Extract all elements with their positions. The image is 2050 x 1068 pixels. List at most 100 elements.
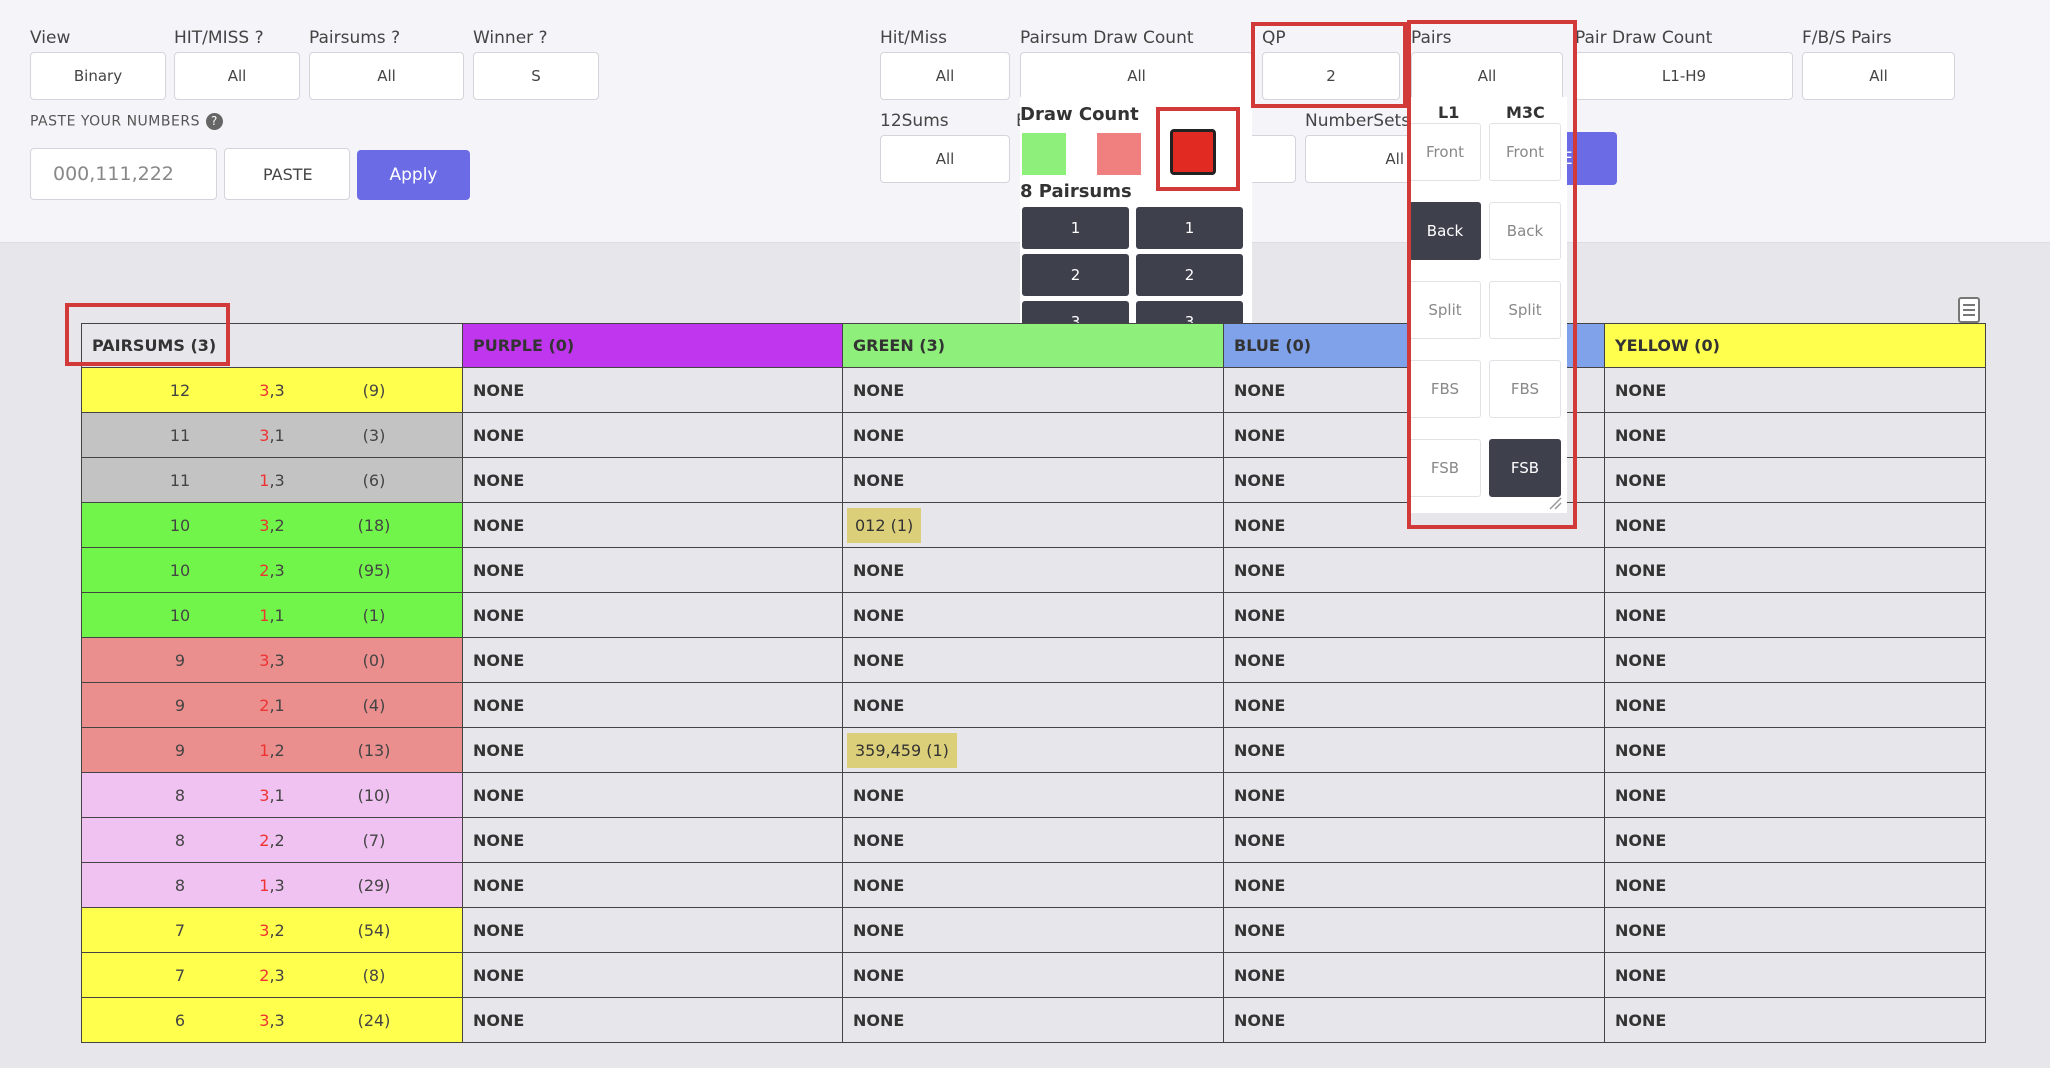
paste-button[interactable]: PASTE xyxy=(224,148,350,200)
twelve-sums-select[interactable]: All xyxy=(880,135,1010,183)
green-cell[interactable]: NONE xyxy=(842,457,1224,503)
green-cell[interactable]: NONE xyxy=(842,367,1224,413)
pairs-right-button-back[interactable]: Back xyxy=(1489,202,1561,260)
yellow-cell[interactable]: NONE xyxy=(1604,772,1986,818)
qp-select[interactable]: 2 xyxy=(1262,52,1400,100)
pairs-right-button-fbs[interactable]: FBS xyxy=(1489,360,1561,418)
yellow-cell[interactable]: NONE xyxy=(1604,907,1986,953)
yellow-cell[interactable]: NONE xyxy=(1604,367,1986,413)
blue-cell[interactable]: NONE xyxy=(1223,727,1605,773)
hit-miss2-select[interactable]: All xyxy=(880,52,1010,100)
pairsum-cell[interactable]: 9 3,3 (0) xyxy=(81,637,463,683)
pairsum-cell[interactable]: 11 1,3 (6) xyxy=(81,457,463,503)
purple-cell[interactable]: NONE xyxy=(462,862,843,908)
purple-cell[interactable]: NONE xyxy=(462,682,843,728)
yellow-cell[interactable]: NONE xyxy=(1604,862,1986,908)
yellow-cell[interactable]: NONE xyxy=(1604,412,1986,458)
green-cell[interactable]: 359,459 (1) xyxy=(842,727,1224,773)
blue-cell[interactable]: NONE xyxy=(1223,952,1605,998)
pairsum-cell[interactable]: 10 3,2 (18) xyxy=(81,502,463,548)
pairsum-cell[interactable]: 10 1,1 (1) xyxy=(81,592,463,638)
pairsum-button-left-2[interactable]: 2 xyxy=(1022,254,1129,296)
green-cell[interactable]: NONE xyxy=(842,817,1224,863)
green-cell[interactable]: NONE xyxy=(842,997,1224,1043)
pairs-left-button-split[interactable]: Split xyxy=(1409,281,1481,339)
purple-cell[interactable]: NONE xyxy=(462,997,843,1043)
swatch-red[interactable] xyxy=(1170,129,1216,175)
number-sets-select[interactable]: All xyxy=(1305,135,1415,183)
yellow-cell[interactable]: NONE xyxy=(1604,952,1986,998)
help-icon[interactable]: ? xyxy=(205,113,223,130)
pairsum-button-left-1[interactable]: 1 xyxy=(1022,207,1129,249)
green-hit[interactable]: 359,459 (1) xyxy=(847,732,957,768)
pairsum-button-right-1[interactable]: 1 xyxy=(1136,207,1243,249)
purple-cell[interactable]: NONE xyxy=(462,502,843,548)
pairsum-cell[interactable]: 10 2,3 (95) xyxy=(81,547,463,593)
numbers-input[interactable]: 000,111,222 xyxy=(30,148,217,200)
yellow-cell[interactable]: NONE xyxy=(1604,727,1986,773)
blue-cell[interactable]: NONE xyxy=(1223,637,1605,683)
purple-cell[interactable]: NONE xyxy=(462,637,843,683)
green-cell[interactable]: NONE xyxy=(842,547,1224,593)
pairsum-button-right-2[interactable]: 2 xyxy=(1136,254,1243,296)
blue-cell[interactable]: NONE xyxy=(1223,772,1605,818)
hit-miss-select[interactable]: All xyxy=(174,52,300,100)
yellow-cell[interactable]: NONE xyxy=(1604,682,1986,728)
pairsum-cell[interactable]: 8 1,3 (29) xyxy=(81,862,463,908)
pairsum-draw-count-select[interactable]: All xyxy=(1020,52,1253,100)
green-cell[interactable]: NONE xyxy=(842,772,1224,818)
purple-cell[interactable]: NONE xyxy=(462,952,843,998)
pairsum-cell[interactable]: 9 2,1 (4) xyxy=(81,682,463,728)
purple-cell[interactable]: NONE xyxy=(462,592,843,638)
pair-draw-count-select[interactable]: L1-H9 xyxy=(1575,52,1793,100)
yellow-cell[interactable]: NONE xyxy=(1604,997,1986,1043)
pairs-right-button-split[interactable]: Split xyxy=(1489,281,1561,339)
purple-cell[interactable]: NONE xyxy=(462,367,843,413)
pairsums-select[interactable]: All xyxy=(309,52,464,100)
yellow-cell[interactable]: NONE xyxy=(1604,547,1986,593)
pairs-select[interactable]: All xyxy=(1411,52,1563,100)
blue-cell[interactable]: NONE xyxy=(1223,547,1605,593)
green-cell[interactable]: NONE xyxy=(842,907,1224,953)
green-hit[interactable]: 012 (1) xyxy=(847,507,922,543)
pairsum-cell[interactable]: 6 3,3 (24) xyxy=(81,997,463,1043)
green-cell[interactable]: 012 (1) xyxy=(842,502,1224,548)
apply-button[interactable]: Apply xyxy=(357,150,470,200)
resize-handle-icon[interactable] xyxy=(1548,496,1562,510)
fbs-pairs-select[interactable]: All xyxy=(1802,52,1955,100)
blue-cell[interactable]: NONE xyxy=(1223,907,1605,953)
pairsum-cell[interactable]: 12 3,3 (9) xyxy=(81,367,463,413)
purple-cell[interactable]: NONE xyxy=(462,727,843,773)
pairsum-cell[interactable]: 9 1,2 (13) xyxy=(81,727,463,773)
swatch-green[interactable] xyxy=(1022,133,1066,175)
yellow-cell[interactable]: NONE xyxy=(1604,637,1986,683)
purple-cell[interactable]: NONE xyxy=(462,817,843,863)
pairs-right-button-front[interactable]: Front xyxy=(1489,123,1561,181)
header-purple[interactable]: PURPLE (0) xyxy=(462,323,843,368)
blue-cell[interactable]: NONE xyxy=(1223,682,1605,728)
yellow-cell[interactable]: NONE xyxy=(1604,817,1986,863)
copy-icon[interactable] xyxy=(1958,297,1980,323)
view-select[interactable]: Binary xyxy=(30,52,166,100)
header-pairsums[interactable]: PAIRSUMS (3) xyxy=(81,323,463,368)
yellow-cell[interactable]: NONE xyxy=(1604,457,1986,503)
green-cell[interactable]: NONE xyxy=(842,412,1224,458)
green-cell[interactable]: NONE xyxy=(842,862,1224,908)
header-green[interactable]: GREEN (3) xyxy=(842,323,1224,368)
pairs-left-button-fsb[interactable]: FSB xyxy=(1409,439,1481,497)
yellow-cell[interactable]: NONE xyxy=(1604,502,1986,548)
pairs-left-button-fbs[interactable]: FBS xyxy=(1409,360,1481,418)
pairsum-cell[interactable]: 11 3,1 (3) xyxy=(81,412,463,458)
purple-cell[interactable]: NONE xyxy=(462,412,843,458)
blue-cell[interactable]: NONE xyxy=(1223,817,1605,863)
green-cell[interactable]: NONE xyxy=(842,952,1224,998)
header-yellow[interactable]: YELLOW (0) xyxy=(1604,323,1986,368)
green-cell[interactable]: NONE xyxy=(842,682,1224,728)
green-cell[interactable]: NONE xyxy=(842,637,1224,683)
green-cell[interactable]: NONE xyxy=(842,592,1224,638)
purple-cell[interactable]: NONE xyxy=(462,457,843,503)
pairs-left-button-front[interactable]: Front xyxy=(1409,123,1481,181)
swatch-pink[interactable] xyxy=(1097,133,1141,175)
pairsum-cell[interactable]: 8 3,1 (10) xyxy=(81,772,463,818)
pairsum-cell[interactable]: 8 2,2 (7) xyxy=(81,817,463,863)
